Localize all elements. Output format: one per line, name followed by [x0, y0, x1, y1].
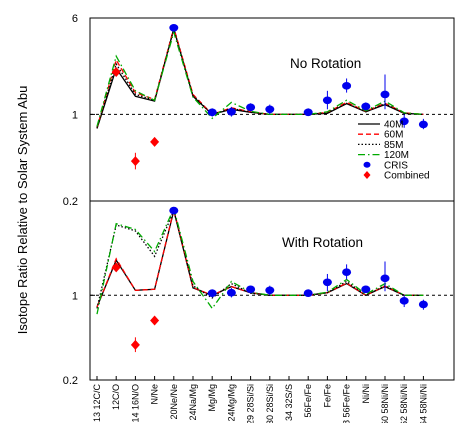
x-tick-label: 60 58Ni/Ni [380, 384, 390, 423]
top-panel-annotation: No Rotation [290, 56, 361, 71]
point-CRIS [342, 268, 352, 277]
point-CRIS [265, 105, 275, 114]
legend-label-40M: 40M [384, 120, 403, 131]
x-tick-label: 20Ne/Ne [169, 384, 179, 420]
point-CRIS [399, 297, 409, 305]
point-CRIS [246, 285, 256, 294]
x-tick-label: 64 58Ni/Ni [418, 384, 428, 423]
legend-marker-CRIS [363, 161, 371, 168]
x-tick-label: 14 16N/O [130, 384, 140, 423]
legend-label-120M: 120M [384, 150, 409, 161]
series-line-120M [96, 206, 424, 315]
series-line-120M [96, 29, 424, 127]
x-tick-label: N/Ne [150, 384, 160, 405]
x-tick-label: 24Mg/Mg [226, 384, 236, 422]
x-tick-label: Fe/Fe [322, 384, 332, 408]
x-tick-label: 30 28Si/Si [265, 384, 275, 423]
point-CRIS [169, 24, 179, 32]
legend-marker-Combined [363, 171, 371, 179]
x-tick-label: 24Na/Mg [188, 384, 198, 421]
legend-label-Combined: Combined [384, 171, 430, 182]
point-CRIS [380, 90, 390, 99]
legend-label-60M: 60M [384, 130, 403, 141]
x-tick-label: 58 56Fe/Fe [342, 384, 352, 423]
point-CRIS [169, 206, 179, 215]
y-tick-label: 1 [72, 109, 78, 121]
legend-label-CRIS: CRIS [384, 160, 408, 171]
bottom-panel-annotation: With Rotation [282, 235, 363, 250]
y-tick-label: 1 [72, 290, 78, 302]
point-CRIS [322, 96, 332, 105]
x-tick-label: 62 58Ni/Ni [399, 384, 409, 423]
point-Combined [130, 156, 140, 167]
point-CRIS [322, 278, 332, 287]
point-CRIS [226, 107, 236, 116]
bottom-panel-frame [89, 200, 455, 381]
point-CRIS [418, 120, 428, 129]
legend-label-85M: 85M [384, 140, 403, 151]
bottom-data-points [111, 206, 428, 353]
y-tick-label: 0.2 [63, 375, 78, 387]
x-tick-labels: 13 12C/C 12C/O 14 16N/O N/Ne 20Ne/Ne 24Na/Mg M… [92, 376, 428, 423]
point-CRIS [303, 108, 313, 117]
point-CRIS [361, 102, 371, 111]
point-CRIS [226, 288, 236, 297]
point-CRIS [207, 289, 217, 298]
x-tick-label: 29 28Si/Si [246, 384, 256, 423]
point-Combined [130, 339, 140, 350]
bottom-y-ticks: 0.21 [63, 290, 95, 387]
point-Combined [150, 136, 160, 147]
point-Combined [150, 315, 160, 326]
series-line-85M [96, 26, 424, 128]
point-CRIS [399, 117, 409, 126]
x-tick-label: 12C/O [111, 384, 121, 410]
point-CRIS [361, 285, 371, 294]
point-CRIS [380, 274, 390, 283]
bottom-panel: With Rotation 0.21 13 12C/C 12C/O 14 16N/O… [63, 200, 455, 423]
point-CRIS [246, 103, 256, 112]
series-line-40M [96, 210, 424, 308]
x-tick-label: 56Fe/Fe [303, 384, 313, 418]
y-tick-label: 6 [72, 13, 78, 25]
x-tick-label: 13 12C/C [92, 384, 102, 423]
top-model-lines [96, 25, 424, 129]
y-axis-label: Isotope Ratio Relative to Solar System A… [15, 86, 30, 335]
x-tick-label: Ni/Ni [361, 384, 371, 404]
point-Combined [111, 262, 121, 273]
series-line-60M [96, 209, 424, 308]
point-CRIS [342, 82, 352, 90]
series-line-40M [96, 26, 424, 129]
point-CRIS [418, 300, 428, 309]
bottom-model-lines [96, 206, 424, 315]
top-panel: No Rotation 0.2 1 6 [63, 13, 455, 208]
x-tick-label: 34 32S/S [284, 384, 294, 421]
point-CRIS [207, 108, 217, 117]
x-tick-label: Mg/Mg [207, 384, 217, 412]
point-Combined [111, 66, 121, 77]
y-tick-label: 0.2 [63, 196, 78, 208]
series-line-85M [96, 208, 424, 309]
top-data-points [111, 24, 428, 170]
point-CRIS [265, 286, 275, 295]
point-CRIS [303, 289, 313, 298]
